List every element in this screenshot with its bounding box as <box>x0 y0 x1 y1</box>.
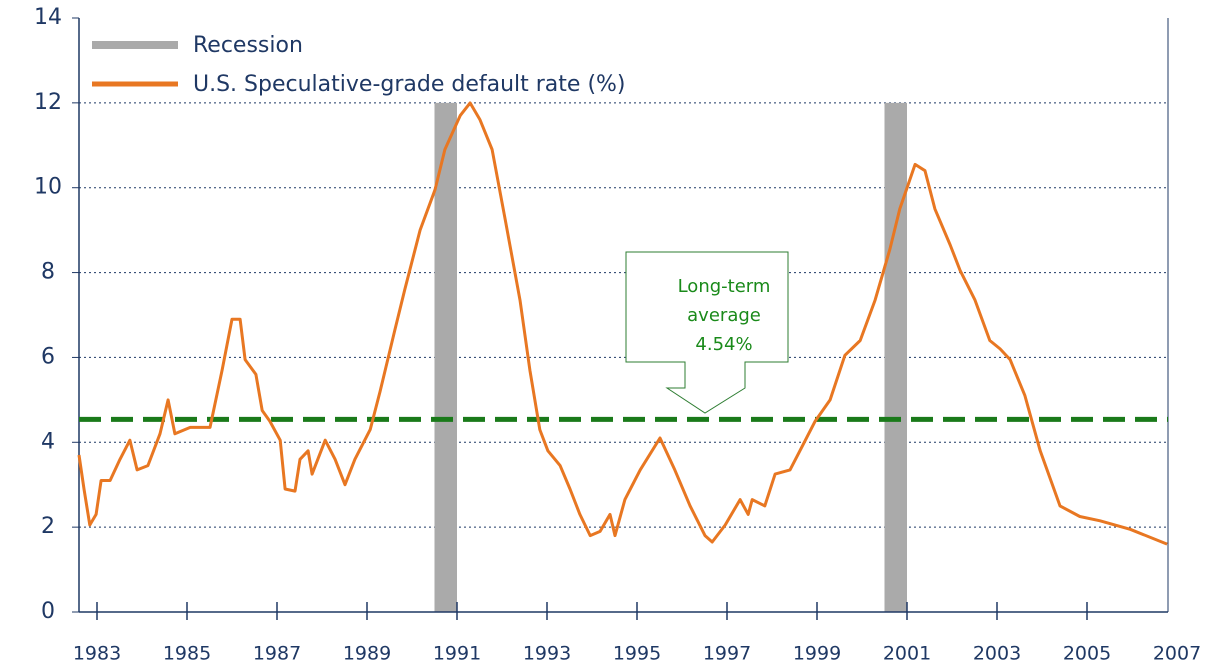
annotation: average <box>687 305 761 326</box>
y-tick-label: 12 <box>34 90 62 115</box>
x-tick-label: 2005 <box>1063 643 1111 665</box>
x-tick-label: 2003 <box>973 643 1021 665</box>
recession-band <box>434 102 457 612</box>
default-rate-line <box>77 101 1168 546</box>
y-tick-label: 4 <box>41 429 55 454</box>
x-tick-label: 1983 <box>73 643 121 665</box>
y-tick-label: 6 <box>41 344 55 369</box>
annotation: 4.54% <box>695 334 752 355</box>
x-tick-label: 1989 <box>343 643 391 665</box>
y-tick-label: 10 <box>34 175 62 200</box>
x-tick-label: 2001 <box>883 643 931 665</box>
y-tick-label: 2 <box>41 514 55 539</box>
x-tick-label: 1991 <box>433 643 481 665</box>
x-tick-label: 1993 <box>523 643 571 665</box>
recession-band <box>884 102 907 612</box>
x-tick-label: 1985 <box>163 643 211 665</box>
legend-label: U.S. Speculative-grade default rate (%) <box>193 72 626 97</box>
y-tick-label: 0 <box>41 599 55 624</box>
x-tick-label: 1997 <box>703 643 751 665</box>
x-tick-label: 2007 <box>1153 643 1201 665</box>
callout <box>625 251 789 414</box>
annotation: Long-term <box>678 276 771 297</box>
x-tick-label: 1999 <box>793 643 841 665</box>
y-tick-label: 14 <box>34 5 62 30</box>
y-tick-label: 8 <box>41 260 55 285</box>
legend-label: Recession <box>193 33 303 58</box>
x-tick-label: 1995 <box>613 643 661 665</box>
x-tick-label: 1987 <box>253 643 301 665</box>
